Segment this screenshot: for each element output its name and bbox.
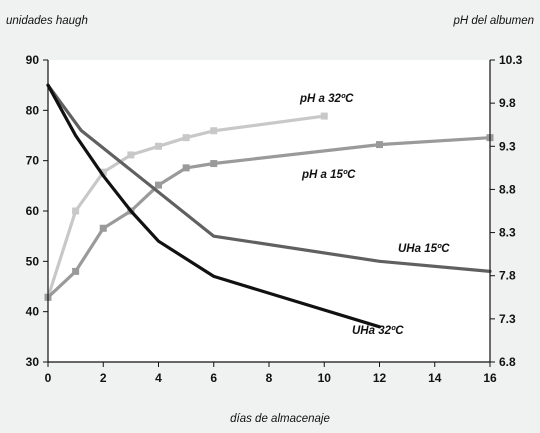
x-tick-label: 4	[155, 371, 162, 385]
y-right-tick-label: 10.3	[499, 53, 523, 67]
series-0-point	[72, 207, 80, 215]
series-0-point	[127, 151, 135, 159]
y-right-tick-label: 9.3	[499, 139, 516, 153]
y-left-tick-label: 40	[26, 305, 40, 319]
series-0-line	[46, 114, 326, 299]
y-axis-left-title: unidades haugh	[6, 15, 88, 27]
x-tick-label: 8	[266, 371, 273, 385]
series-1-point	[182, 164, 190, 172]
x-tick-label: 12	[373, 371, 387, 385]
y-left-tick-label: 30	[26, 355, 40, 369]
series-layer	[44, 83, 494, 329]
x-axis-title: días de almacenaje	[230, 413, 330, 425]
y-left-tick-label: 50	[26, 254, 40, 268]
series-2-line	[46, 83, 492, 273]
tick-layer: 0 2 4 6 8 10 12 14 16 30 40 50 60 70 80 90 6.8 7.3 7.8 8.3 8…	[26, 53, 523, 385]
series-1-point	[155, 181, 162, 189]
series-label-uha-32: UHa 32ºC	[352, 325, 404, 337]
series-0-point	[99, 168, 107, 176]
x-tick-label: 16	[483, 371, 497, 385]
series-label-uha-15: UHa 15ºC	[398, 243, 450, 255]
y-left-tick-label: 70	[26, 154, 40, 168]
x-tick-label: 10	[318, 371, 332, 385]
series-label-ph-32: pH a 32ºC	[299, 93, 354, 105]
series-1-point	[99, 224, 107, 232]
series-label-ph-15: pH a 15ºC	[301, 169, 356, 181]
y-right-tick-label: 7.3	[499, 312, 516, 326]
series-0-point	[155, 142, 162, 150]
x-tick-label: 6	[210, 371, 217, 385]
series-0-point	[210, 127, 218, 135]
y-right-tick-label: 6.8	[499, 355, 516, 369]
y-right-tick-label: 7.8	[499, 269, 516, 283]
y-left-tick-label: 80	[26, 103, 40, 117]
y-right-tick-label: 9.8	[499, 96, 516, 110]
y-axis-right-title: pH del albumen	[452, 15, 534, 27]
y-left-tick-label: 90	[26, 53, 40, 67]
x-tick-label: 2	[100, 371, 107, 385]
series-0-point	[182, 134, 190, 142]
y-left-tick-label: 60	[26, 204, 40, 218]
x-tick-label: 14	[428, 371, 442, 385]
series-0-point	[320, 112, 328, 120]
y-right-tick-label: 8.8	[499, 182, 516, 196]
y-right-tick-label: 8.3	[499, 226, 516, 240]
series-1-point	[72, 267, 80, 275]
series-1-point	[376, 141, 383, 149]
plot-area	[48, 60, 490, 362]
series-1-point	[210, 160, 218, 168]
series-3-line	[46, 83, 382, 329]
x-tick-label: 0	[45, 371, 52, 385]
